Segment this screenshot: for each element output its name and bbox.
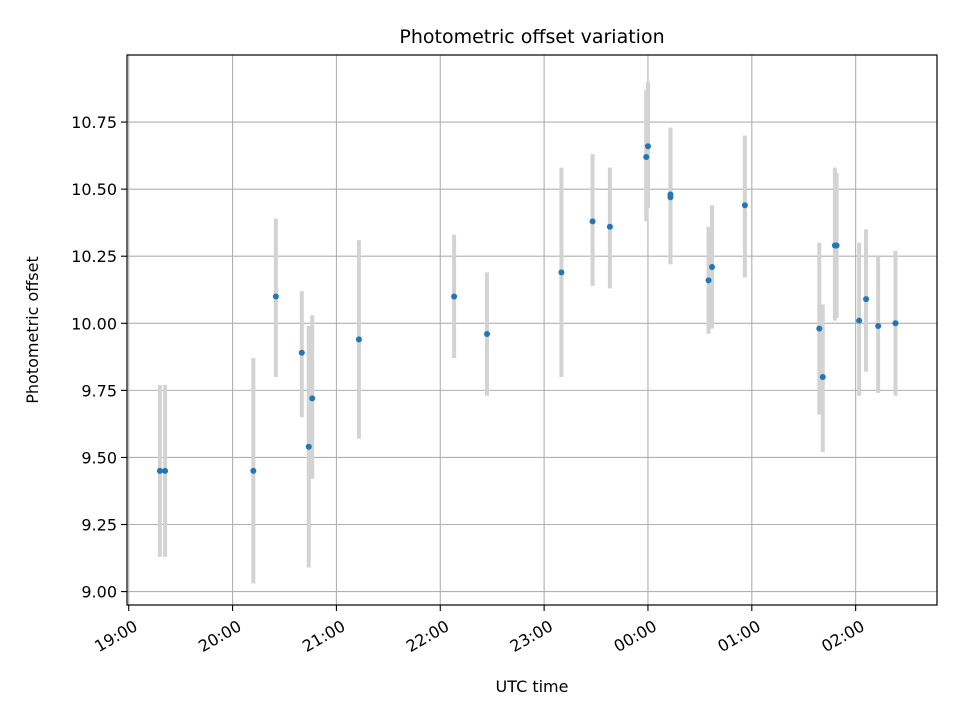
data-point (667, 191, 674, 198)
data-point (355, 336, 362, 343)
data-point (819, 373, 826, 380)
data-point (644, 143, 651, 150)
data-point (305, 443, 312, 450)
data-point (309, 395, 316, 402)
data-point (451, 293, 458, 300)
y-tick-label: 10.25 (71, 247, 117, 266)
chart-title: Photometric offset variation (399, 26, 664, 48)
data-point (250, 467, 257, 474)
data-point (816, 325, 823, 332)
y-tick-label: 9.50 (81, 448, 117, 467)
y-axis: 9.00 9.25 9.50 9.75 10.00 10.25 10.50 10.75 (71, 113, 127, 602)
data-point (833, 242, 840, 249)
data-point (709, 263, 715, 270)
data-point (589, 218, 596, 225)
y-tick-label: 10.75 (71, 113, 117, 132)
plot-frame (126, 54, 938, 606)
data-point (892, 320, 899, 327)
data-point (156, 467, 163, 474)
y-tick-label: 10.50 (71, 180, 117, 199)
y-tick-label: 9.25 (81, 516, 117, 535)
data-point (558, 269, 565, 276)
data-point (705, 277, 712, 284)
data-point (863, 296, 870, 303)
x-axis-title: UTC time (496, 677, 569, 696)
data-point (606, 223, 613, 230)
data-point (856, 317, 863, 324)
data-point (741, 202, 748, 209)
data-point (875, 322, 882, 329)
data-point (162, 467, 169, 474)
data-point (272, 293, 279, 300)
y-axis-title: Photometric offset (23, 256, 42, 404)
data-point (298, 349, 305, 356)
y-tick-label: 9.00 (81, 583, 117, 602)
data-points (156, 143, 899, 474)
y-tick-label: 10.00 (71, 314, 117, 333)
y-tick-label: 9.75 (81, 381, 117, 400)
data-point (643, 153, 650, 160)
data-point (484, 331, 490, 338)
